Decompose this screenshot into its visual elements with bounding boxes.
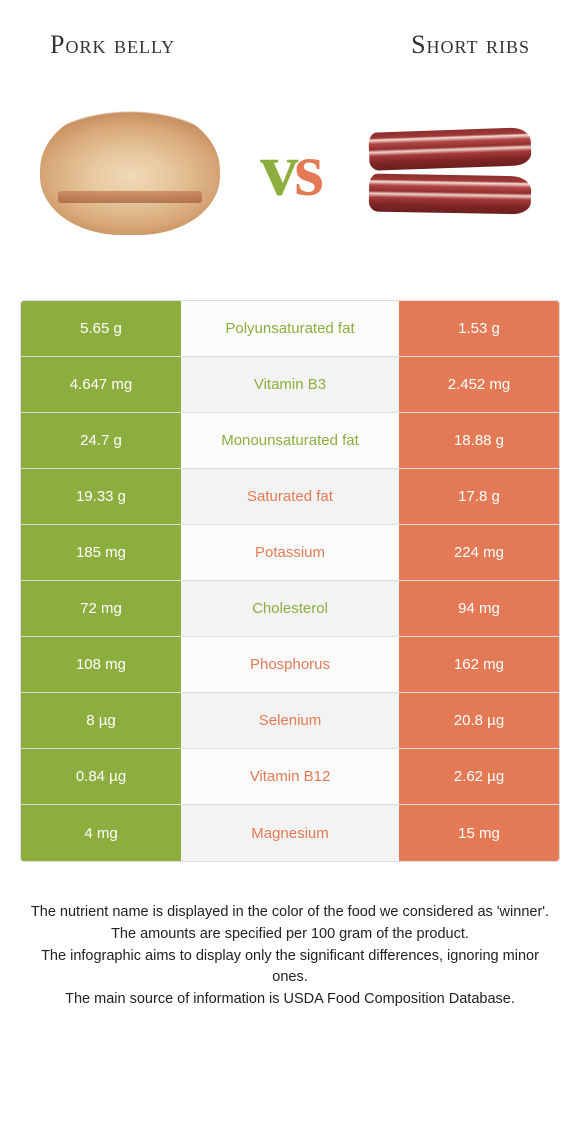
header: Pork belly Short ribs	[20, 30, 560, 60]
table-row: 8 µgSelenium20.8 µg	[21, 693, 559, 749]
value-left: 24.7 g	[21, 413, 181, 468]
vs-label: vs	[260, 127, 320, 214]
value-right: 20.8 µg	[399, 693, 559, 748]
footer-line: The infographic aims to display only the…	[30, 946, 550, 990]
nutrient-name: Magnesium	[181, 805, 399, 861]
title-right: Short ribs	[411, 30, 530, 60]
nutrient-name: Polyunsaturated fat	[181, 301, 399, 356]
value-right: 2.452 mg	[399, 357, 559, 412]
value-right: 1.53 g	[399, 301, 559, 356]
value-right: 94 mg	[399, 581, 559, 636]
nutrient-name: Cholesterol	[181, 581, 399, 636]
nutrient-name: Vitamin B12	[181, 749, 399, 804]
footer-notes: The nutrient name is displayed in the co…	[20, 892, 560, 1011]
table-row: 24.7 gMonounsaturated fat18.88 g	[21, 413, 559, 469]
value-left: 19.33 g	[21, 469, 181, 524]
pork-belly-image	[40, 105, 220, 235]
table-row: 72 mgCholesterol94 mg	[21, 581, 559, 637]
images-row: vs	[20, 90, 560, 250]
nutrient-name: Phosphorus	[181, 637, 399, 692]
table-row: 185 mgPotassium224 mg	[21, 525, 559, 581]
footer-line: The amounts are specified per 100 gram o…	[30, 924, 550, 946]
footer-line: The main source of information is USDA F…	[30, 989, 550, 1011]
value-right: 18.88 g	[399, 413, 559, 468]
table-row: 4 mgMagnesium15 mg	[21, 805, 559, 861]
value-left: 108 mg	[21, 637, 181, 692]
table-row: 5.65 gPolyunsaturated fat1.53 g	[21, 301, 559, 357]
nutrient-name: Selenium	[181, 693, 399, 748]
nutrient-name: Monounsaturated fat	[181, 413, 399, 468]
nutrient-name: Saturated fat	[181, 469, 399, 524]
table-row: 4.647 mgVitamin B32.452 mg	[21, 357, 559, 413]
value-right: 2.62 µg	[399, 749, 559, 804]
nutrient-name: Vitamin B3	[181, 357, 399, 412]
table-row: 0.84 µgVitamin B122.62 µg	[21, 749, 559, 805]
short-ribs-image	[360, 105, 540, 235]
value-left: 8 µg	[21, 693, 181, 748]
value-right: 162 mg	[399, 637, 559, 692]
value-left: 4 mg	[21, 805, 181, 861]
value-right: 17.8 g	[399, 469, 559, 524]
value-right: 224 mg	[399, 525, 559, 580]
nutrient-name: Potassium	[181, 525, 399, 580]
value-left: 185 mg	[21, 525, 181, 580]
table-row: 19.33 gSaturated fat17.8 g	[21, 469, 559, 525]
title-left: Pork belly	[50, 30, 175, 60]
table-row: 108 mgPhosphorus162 mg	[21, 637, 559, 693]
comparison-table: 5.65 gPolyunsaturated fat1.53 g4.647 mgV…	[20, 300, 560, 862]
value-left: 72 mg	[21, 581, 181, 636]
value-left: 4.647 mg	[21, 357, 181, 412]
footer-line: The nutrient name is displayed in the co…	[30, 902, 550, 924]
value-left: 0.84 µg	[21, 749, 181, 804]
value-left: 5.65 g	[21, 301, 181, 356]
value-right: 15 mg	[399, 805, 559, 861]
